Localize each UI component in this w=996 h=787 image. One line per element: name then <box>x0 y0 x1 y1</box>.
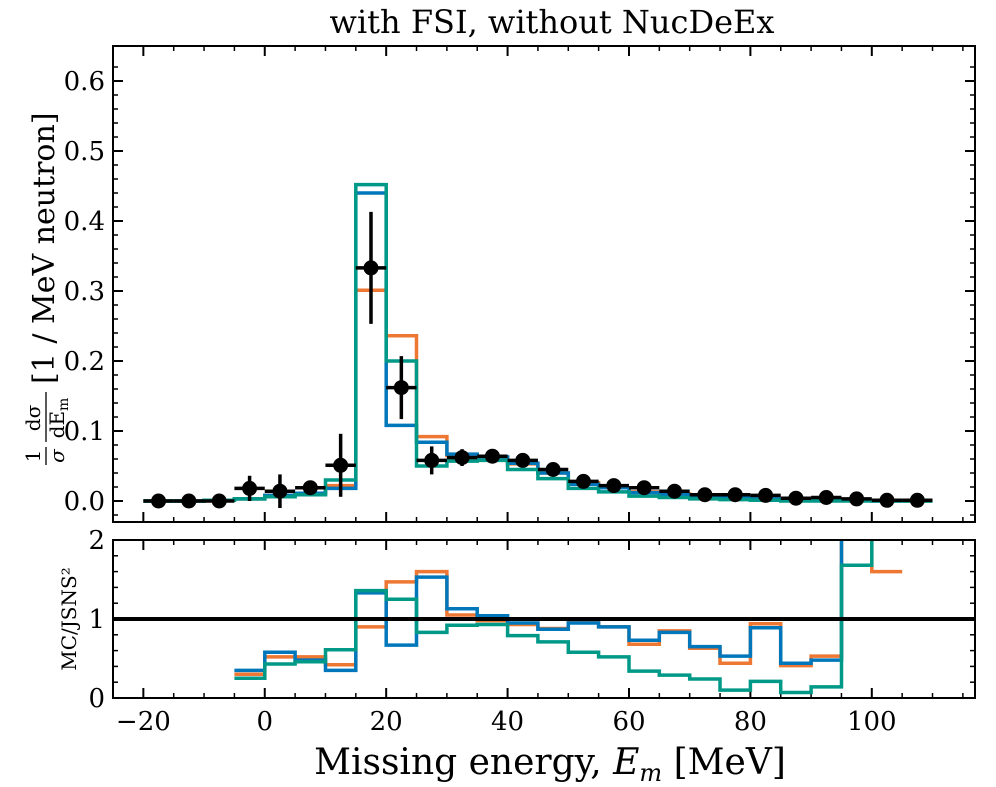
data-point <box>477 448 508 464</box>
data-point-marker <box>667 483 683 499</box>
main-plot-area: 0.0 0.1 0.2 0.3 0.4 0.5 0.6 <box>64 45 976 698</box>
main-ticks: 0.0 0.1 0.2 0.3 0.4 0.5 0.6 <box>64 46 975 698</box>
data-point-marker <box>181 493 197 509</box>
ylabel-frac2-den: dEm <box>45 398 72 439</box>
ylabel-units: [1 / MeV neutron] <box>27 112 62 384</box>
data-point <box>295 480 326 496</box>
data-point-marker <box>151 493 167 509</box>
main-series <box>143 182 933 503</box>
ylabel-frac2-num: dσ <box>21 404 45 431</box>
ratio-series-line-2 <box>234 540 844 673</box>
data-point <box>811 490 842 505</box>
data-point <box>507 452 538 468</box>
data-point-marker <box>849 491 865 507</box>
data-point-marker <box>788 490 804 506</box>
data-point <box>416 446 447 475</box>
ylabel-frac1-den: σ <box>45 448 69 463</box>
data-point-marker <box>879 492 895 508</box>
data-point-marker <box>454 450 470 466</box>
ratio-ytick-label: 1 <box>88 605 105 635</box>
data-point <box>628 480 660 496</box>
ratio-ytick-label: 2 <box>88 526 105 556</box>
xtick-label: 80 <box>734 707 767 737</box>
data-point-marker <box>697 487 713 503</box>
main-ytick-label: 0.2 <box>64 347 105 377</box>
data-point <box>689 487 721 503</box>
data-point-marker <box>363 260 379 276</box>
data-point-marker <box>302 480 318 496</box>
xtick-label: 40 <box>491 707 524 737</box>
data-point <box>264 474 296 508</box>
ylabel-frac1-num: 1 <box>21 450 45 463</box>
data-point <box>841 491 872 507</box>
data-point <box>143 493 174 509</box>
data-point-marker <box>211 493 227 509</box>
data-point-marker <box>484 448 500 464</box>
xtick-label: −20 <box>116 707 171 737</box>
data-point-marker <box>242 480 258 496</box>
data-point <box>902 492 933 508</box>
ratio-y-axis-label: MC/JSNS² <box>57 567 81 670</box>
main-ytick-label: 0.0 <box>64 487 105 517</box>
main-ytick-label: 0.5 <box>64 137 105 167</box>
data-point <box>446 449 478 466</box>
data-point-marker <box>393 380 409 396</box>
main-data-points <box>143 211 933 509</box>
data-point <box>173 493 205 509</box>
xtick-label: 0 <box>256 707 273 737</box>
data-point-marker <box>909 492 925 508</box>
main-ytick-label: 0.1 <box>64 417 105 447</box>
data-point <box>386 356 417 420</box>
data-point <box>871 492 903 508</box>
data-point-marker <box>758 487 774 503</box>
data-point-marker <box>636 480 652 496</box>
data-point <box>598 478 629 494</box>
xtick-label: 100 <box>847 707 897 737</box>
ratio-series <box>234 540 903 695</box>
data-point-marker <box>545 462 561 477</box>
xtick-label: 20 <box>370 707 403 737</box>
data-point <box>750 487 781 503</box>
data-point-marker <box>272 483 288 499</box>
main-series-line-2 <box>143 191 933 503</box>
ratio-ytick-label: 0 <box>88 684 105 714</box>
main-frame <box>112 45 976 523</box>
main-ytick-label: 0.4 <box>64 207 105 237</box>
data-point-marker <box>606 478 622 494</box>
data-point <box>355 211 387 324</box>
ratio-series-line-3 <box>234 540 874 695</box>
main-y-axis-label: 1 σ dσ dEm [1 / MeV neutron] <box>21 112 72 465</box>
data-point-marker <box>515 452 531 468</box>
main-ytick-label: 0.6 <box>64 67 105 97</box>
ratio-plot-area: −20 0 20 40 60 80 100 0 1 2 <box>88 526 976 737</box>
data-point-marker <box>575 473 591 489</box>
data-point-marker <box>424 452 440 468</box>
data-point <box>325 433 356 497</box>
data-point <box>537 462 569 477</box>
main-series-line-3 <box>143 182 933 503</box>
data-point <box>568 473 599 489</box>
chart-title: with FSI, without NucDeEx <box>330 3 775 41</box>
data-point <box>720 487 751 503</box>
data-point-marker <box>727 487 743 503</box>
data-point <box>780 490 812 506</box>
main-ytick-label: 0.3 <box>64 277 105 307</box>
data-point-marker <box>818 490 834 505</box>
data-point-marker <box>333 457 349 473</box>
xtick-label: 60 <box>612 707 645 737</box>
x-axis-label: Missing energy, Em [MeV] <box>314 742 786 787</box>
ratio-ticks: −20 0 20 40 60 80 100 0 1 2 <box>88 526 975 737</box>
data-point <box>659 483 690 499</box>
data-point <box>204 493 235 509</box>
data-point <box>234 475 265 501</box>
ratio-frame <box>112 539 976 699</box>
